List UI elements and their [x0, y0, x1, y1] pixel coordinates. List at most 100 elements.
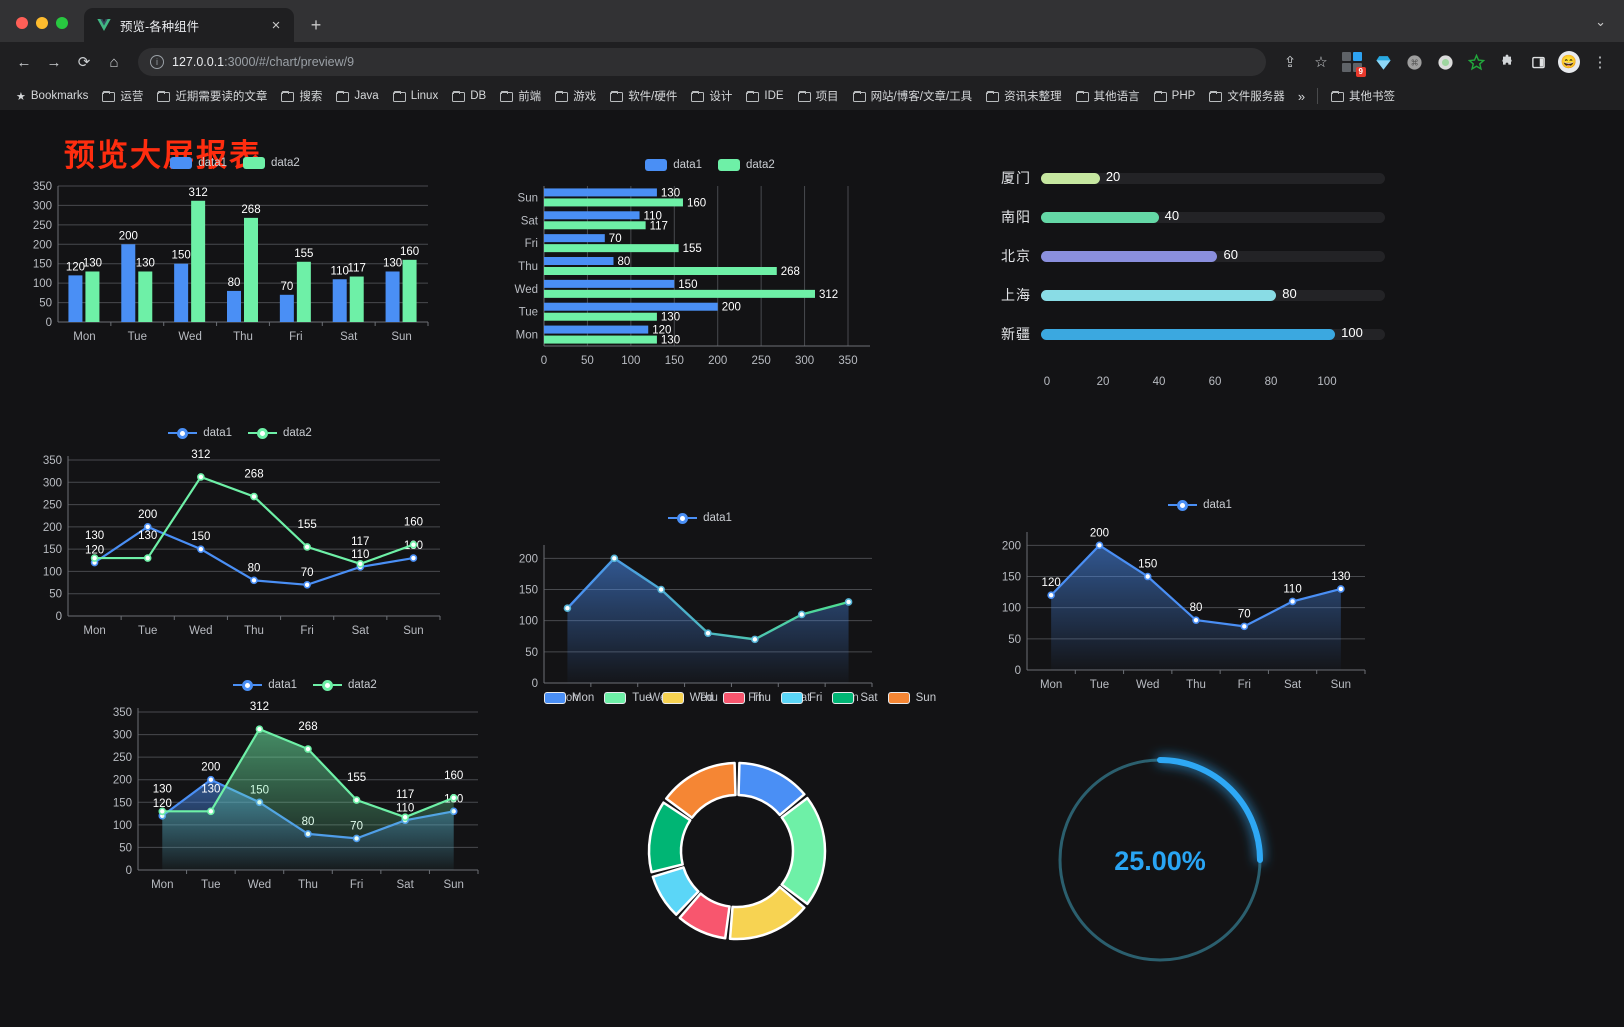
pie-slice[interactable]	[651, 866, 700, 916]
pie-slice[interactable]	[678, 892, 731, 940]
legend-item-fri[interactable]: Fri	[780, 692, 822, 704]
progress-bar-fill	[1041, 250, 1218, 262]
bookmark-folder-8[interactable]: 软件/硬件	[604, 85, 683, 107]
green-star-extension-icon[interactable]	[1462, 48, 1490, 76]
side-panel-icon[interactable]	[1524, 48, 1552, 76]
gray-circle-extension-icon[interactable]: ⌘	[1400, 48, 1428, 76]
chart-progress-bars: 厦门 20 南阳 40 北京 60 上海 80 新疆 100 0 20 40 60 80 100	[985, 160, 1385, 450]
diamond-extension-icon[interactable]	[1369, 48, 1397, 76]
chart-text: 268	[244, 469, 263, 481]
bookmarks-overflow-icon[interactable]: »	[1297, 88, 1306, 104]
legend-item-data2[interactable]: data2	[313, 679, 377, 691]
address-bar[interactable]: i 127.0.0.1:3000/#/chart/preview/9	[138, 48, 1266, 76]
legend-item-data1[interactable]: data1	[668, 512, 732, 524]
home-icon[interactable]: ⌂	[109, 53, 119, 71]
legend-item-wed[interactable]: Wed	[661, 692, 713, 704]
browser-menu-icon[interactable]: ⋮	[1592, 54, 1608, 71]
chart-text: 100	[1317, 376, 1336, 388]
close-icon[interactable]: ×	[271, 16, 281, 34]
legend-area-single: data1	[1015, 492, 1385, 518]
data-point	[751, 635, 759, 644]
legend-item-sat[interactable]: Sat	[832, 692, 878, 704]
bookmark-folder-11[interactable]: 项目	[792, 85, 845, 107]
bookmark-manager[interactable]: ★ Bookmarks	[10, 87, 94, 106]
legend-swatch	[832, 692, 855, 704]
legend-item-data1[interactable]: data1	[233, 679, 297, 691]
legend-item-data1[interactable]: data1	[645, 159, 702, 171]
chart-text: 150	[43, 544, 62, 556]
progress-bar-track: 40	[1041, 208, 1385, 223]
puzzle-extension-icon[interactable]	[1493, 48, 1521, 76]
chart-text: 150	[172, 250, 191, 262]
legend-item-data2[interactable]: data2	[243, 157, 300, 169]
pie-slice[interactable]	[737, 761, 806, 817]
legend-item-data2[interactable]: data2	[718, 159, 775, 171]
folder-icon	[1331, 90, 1345, 102]
legend-item-data1[interactable]: data1	[1168, 499, 1232, 511]
data-point	[207, 775, 215, 784]
data-point	[197, 545, 205, 553]
bookmark-folder-1[interactable]: 近期需要读的文章	[151, 85, 273, 107]
other-bookmarks-folder[interactable]: 其他书签	[1325, 85, 1401, 107]
site-info-icon[interactable]: i	[150, 55, 164, 69]
legend-item-sun[interactable]: Sun	[887, 692, 936, 704]
progress-bar-fill	[1041, 172, 1100, 184]
pie-slice[interactable]	[665, 761, 737, 819]
chart-area-single: data1 0 50 100 150 200 Mon Tue Wed Thu Fri Sat Sun 1…	[985, 492, 1385, 717]
browser-tab[interactable]: 预览-各种组件 ×	[84, 8, 294, 42]
maximize-window-button[interactable]	[56, 17, 68, 29]
legend-label: Mon	[571, 692, 595, 704]
green-circle-extension-icon[interactable]	[1431, 48, 1459, 76]
bookmark-folder-2[interactable]: 搜索	[275, 85, 328, 107]
chart-text: 120	[1042, 577, 1061, 589]
bookmark-folder-13[interactable]: 资讯未整理	[980, 85, 1068, 107]
bookmark-folder-9[interactable]: 设计	[685, 85, 738, 107]
url-host: 127.0.0.1	[172, 55, 225, 69]
bookmark-label: 游戏	[573, 91, 597, 103]
chart-text: Tue	[201, 879, 220, 891]
reload-icon[interactable]: ⟳	[77, 54, 91, 71]
legend-donut: Mon Tue Wed Thu Fri Sat Sun	[530, 685, 950, 711]
bookmark-folder-5[interactable]: DB	[446, 87, 492, 105]
bookmark-folder-10[interactable]: IDE	[740, 87, 789, 105]
pie-slice[interactable]	[647, 801, 692, 874]
chart-horizontal-bar: data1 data2 0 50 100 150 200 250 300 350 Sun 130 1…	[500, 152, 900, 482]
bookmark-folder-0[interactable]: 运营	[96, 85, 149, 107]
legend-item-mon[interactable]: Mon	[543, 692, 595, 704]
bookmark-star-icon[interactable]: ☆	[1314, 54, 1328, 71]
bookmark-folder-6[interactable]: 前端	[494, 85, 547, 107]
bookmark-folder-15[interactable]: PHP	[1148, 87, 1202, 105]
chart-text: Fri	[289, 331, 302, 343]
avatar[interactable]: 😄	[1555, 48, 1583, 76]
legend-item-thu[interactable]: Thu	[723, 692, 771, 704]
close-window-button[interactable]	[16, 17, 28, 29]
data-point	[610, 554, 619, 563]
share-icon[interactable]: ⇪	[1283, 54, 1297, 71]
chart-text: 300	[33, 200, 52, 212]
legend-item-data2[interactable]: data2	[248, 427, 312, 439]
progress-bar-row: 北京 60	[985, 247, 1385, 264]
bookmark-folder-4[interactable]: Linux	[387, 87, 445, 105]
bookmark-folder-12[interactable]: 网站/博客/文章/工具	[847, 85, 979, 107]
bookmark-folder-16[interactable]: 文件服务器	[1203, 85, 1291, 107]
minimize-window-button[interactable]	[36, 17, 48, 29]
forward-icon[interactable]: →	[46, 53, 62, 71]
bookmark-folder-3[interactable]: Java	[330, 87, 384, 105]
pie-slice[interactable]	[728, 885, 806, 941]
legend-item-data1[interactable]: data1	[170, 157, 227, 169]
bookmark-folder-14[interactable]: 其他语言	[1070, 85, 1146, 107]
back-icon[interactable]: ←	[16, 53, 32, 71]
extensions-grid-icon[interactable]: 9	[1338, 48, 1366, 77]
chevron-down-icon[interactable]: ⌄	[1595, 14, 1606, 29]
legend-item-data1[interactable]: data1	[168, 427, 232, 439]
chart-text: 312	[189, 187, 208, 199]
pie-slice[interactable]	[780, 796, 827, 906]
data-point	[352, 796, 361, 804]
legend-item-tue[interactable]: Tue	[604, 692, 652, 704]
data-point	[197, 473, 205, 481]
data-point	[797, 610, 806, 619]
bookmark-folder-7[interactable]: 游戏	[549, 85, 602, 107]
chart-text: 200	[1002, 540, 1021, 552]
data-point	[1288, 597, 1297, 606]
new-tab-button[interactable]: +	[310, 14, 322, 35]
